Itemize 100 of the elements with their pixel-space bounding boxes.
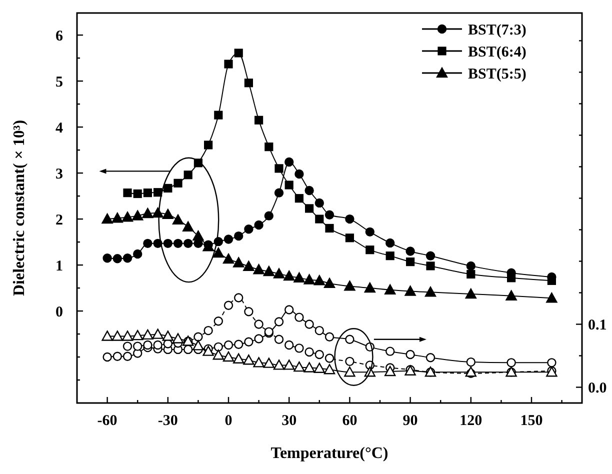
point bbox=[263, 358, 274, 368]
point bbox=[112, 330, 123, 341]
point bbox=[426, 262, 435, 270]
y-tick-label: 6 bbox=[56, 28, 64, 44]
point bbox=[122, 330, 134, 341]
point bbox=[172, 214, 184, 225]
point bbox=[364, 282, 376, 293]
point bbox=[273, 360, 285, 370]
point bbox=[102, 352, 112, 362]
point bbox=[507, 274, 516, 282]
point bbox=[304, 274, 315, 284]
point bbox=[314, 326, 324, 336]
point bbox=[315, 214, 324, 224]
x-tick-label: 90 bbox=[402, 413, 418, 429]
point bbox=[264, 142, 274, 152]
y-tick-label: 5 bbox=[56, 74, 63, 90]
point bbox=[345, 234, 354, 242]
point bbox=[274, 164, 284, 173]
point bbox=[214, 342, 223, 352]
point bbox=[143, 188, 152, 198]
point bbox=[294, 361, 305, 372]
point bbox=[324, 364, 336, 374]
y-tick-label: 2 bbox=[56, 212, 63, 228]
point bbox=[194, 332, 203, 342]
point bbox=[202, 346, 214, 356]
point bbox=[344, 280, 356, 291]
point bbox=[314, 362, 325, 373]
point bbox=[192, 230, 204, 241]
point bbox=[274, 334, 284, 344]
point bbox=[244, 224, 254, 234]
point bbox=[162, 330, 174, 341]
point bbox=[204, 140, 213, 150]
point bbox=[234, 293, 244, 302]
point bbox=[294, 194, 304, 203]
point bbox=[314, 275, 325, 286]
point bbox=[214, 110, 223, 120]
point bbox=[345, 214, 354, 224]
point bbox=[132, 330, 144, 340]
point bbox=[133, 342, 142, 351]
y-tick-label: 3 bbox=[56, 166, 63, 182]
point bbox=[466, 270, 476, 279]
point bbox=[254, 334, 264, 344]
point bbox=[304, 320, 314, 329]
point bbox=[254, 116, 264, 124]
point bbox=[212, 247, 224, 258]
point bbox=[466, 261, 476, 271]
point bbox=[506, 290, 517, 300]
point bbox=[284, 270, 295, 281]
point bbox=[284, 180, 294, 190]
x-tick-label: 30 bbox=[282, 413, 297, 429]
point bbox=[102, 213, 113, 224]
point bbox=[163, 238, 172, 248]
point bbox=[233, 353, 244, 364]
point bbox=[274, 188, 284, 198]
point bbox=[406, 246, 415, 256]
point bbox=[304, 347, 314, 357]
point bbox=[294, 272, 305, 283]
y-tick-label: 1 bbox=[56, 258, 63, 274]
point bbox=[122, 352, 132, 361]
point bbox=[143, 340, 152, 350]
x-tick-label: 60 bbox=[342, 413, 358, 429]
point bbox=[314, 350, 324, 360]
point bbox=[222, 253, 234, 264]
point bbox=[404, 286, 416, 296]
y2-tick-label: 0.0 bbox=[588, 380, 607, 396]
point bbox=[122, 254, 132, 263]
point bbox=[284, 157, 294, 167]
point bbox=[253, 264, 264, 274]
point bbox=[123, 188, 132, 198]
point bbox=[294, 344, 304, 353]
point bbox=[304, 362, 315, 372]
x-tick-label: 150 bbox=[520, 413, 543, 429]
point bbox=[173, 238, 183, 248]
point bbox=[324, 210, 334, 220]
y-tick-label: 0 bbox=[56, 304, 63, 320]
point bbox=[153, 340, 162, 350]
point bbox=[224, 340, 234, 350]
point bbox=[386, 252, 394, 260]
point bbox=[112, 254, 122, 264]
point bbox=[324, 354, 334, 363]
point bbox=[305, 204, 314, 213]
point bbox=[547, 358, 556, 368]
point bbox=[274, 317, 284, 326]
point bbox=[234, 340, 244, 350]
point bbox=[254, 220, 264, 230]
point bbox=[162, 208, 174, 220]
point bbox=[212, 350, 224, 360]
point bbox=[192, 340, 204, 350]
point bbox=[133, 189, 142, 198]
point bbox=[102, 330, 113, 341]
x-tick-label: -60 bbox=[97, 413, 118, 429]
point bbox=[406, 258, 415, 266]
point bbox=[233, 257, 244, 268]
x-tick-label: 0 bbox=[224, 413, 232, 429]
point bbox=[253, 357, 264, 368]
point bbox=[365, 227, 374, 237]
point bbox=[345, 356, 354, 366]
x-axis-title: Temperature(°C) bbox=[270, 445, 388, 462]
point bbox=[294, 312, 304, 322]
point bbox=[546, 292, 558, 303]
